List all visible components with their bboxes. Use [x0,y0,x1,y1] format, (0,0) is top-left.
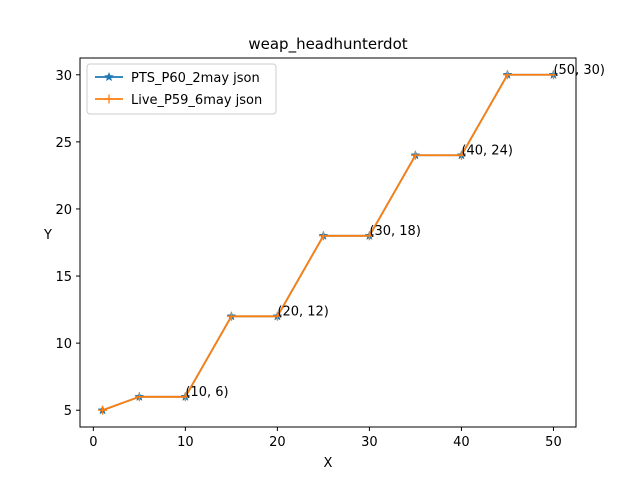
series-layer [97,69,559,415]
y-tick-label: 10 [55,337,72,352]
data-point [456,150,466,160]
legend-label: Live_P59_6may json [131,93,262,108]
legend-marker [104,94,114,104]
x-tick-label: 50 [545,435,562,450]
data-point [134,392,144,402]
x-tick-label: 0 [89,435,97,450]
point-annotation: (10, 6) [185,385,228,400]
data-point [226,311,236,321]
point-annotation: (40, 24) [461,143,512,158]
y-tick-label: 20 [55,203,72,218]
x-tick-label: 40 [453,435,470,450]
data-point [502,70,512,80]
data-point [548,70,558,80]
plot-frame [79,57,577,428]
point-annotation: (30, 18) [369,224,421,239]
x-axis-label: X [324,456,333,471]
y-axis: 5 10 15 20 25 30 [55,69,80,419]
data-point [364,231,374,241]
y-tick-label: 5 [64,404,72,419]
x-tick-label: 10 [177,435,194,450]
annotation-layer: (10, 6) (20, 12) (30, 18) (40, 24) (50, 30) [185,63,605,400]
y-tick-label: 15 [55,270,72,285]
data-point [180,392,190,402]
legend-marker [104,71,114,82]
x-tick-label: 30 [361,435,378,450]
data-point [318,231,328,241]
y-tick-label: 25 [55,136,72,151]
legend-entry: Live_P59_6may json [95,93,262,108]
legend-entry: PTS_P60_2may json [95,71,260,86]
point-annotation: (20, 12) [277,304,329,319]
series-2 [98,70,558,415]
legend: PTS_P60_2may json Live_P59_6may json [86,63,277,115]
chart-title: weap_headhunterdot [248,35,407,54]
y-tick-label: 30 [55,69,72,84]
legend-label: PTS_P60_2may json [131,71,260,86]
data-point [272,311,282,321]
data-point [98,405,108,415]
x-axis: 0 10 20 30 40 50 [89,427,562,450]
point-annotation: (50, 30) [553,63,605,78]
y-axis-label: Y [43,228,52,243]
x-tick-label: 20 [269,435,286,450]
legend-box [86,63,277,115]
data-point [410,150,420,160]
